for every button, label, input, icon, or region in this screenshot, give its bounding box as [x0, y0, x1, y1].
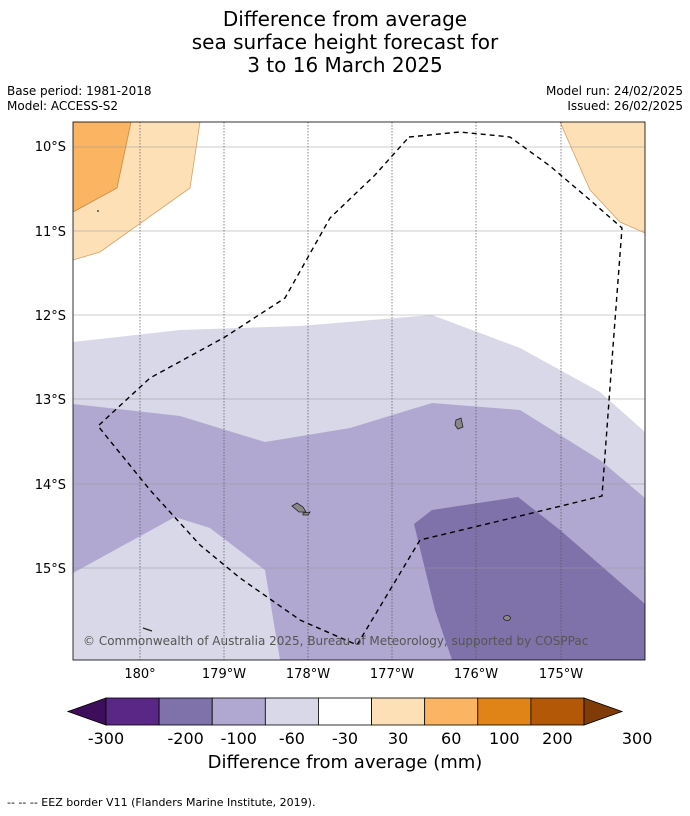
base-period: Base period: 1981-2018: [7, 84, 152, 98]
lon-label: 177°W: [370, 667, 414, 682]
island-shape: [503, 615, 511, 621]
gridlines: [73, 122, 645, 660]
lon-label: 178°W: [286, 667, 330, 682]
colorbar-tick-label: -30: [332, 729, 358, 748]
lat-label: 12°S: [35, 309, 66, 324]
plot-frame: [72, 121, 646, 661]
colorbar-segment: [477, 697, 532, 726]
chart-title: Difference from average sea surface heig…: [0, 8, 690, 77]
lon-label: 176°W: [454, 667, 498, 682]
anomaly-fill-minus200-minus100: [414, 497, 645, 660]
colorbar-tick-label: 200: [542, 729, 573, 748]
colorbar-segment: [371, 697, 426, 726]
colorbar-extend-high: [583, 697, 624, 726]
model-run: Model run: 24/02/2025: [545, 84, 683, 98]
model-name: Model: ACCESS-S2: [7, 99, 119, 113]
lat-label: 15°S: [35, 562, 66, 577]
lon-label: 180°: [124, 667, 155, 682]
island-shape: [291, 502, 307, 513]
islands: [97, 210, 511, 632]
lat-label: 10°S: [35, 140, 66, 155]
contour-line: [73, 122, 132, 213]
colorbar-segment: [264, 697, 319, 726]
colorbar-tick-label: -60: [279, 729, 305, 748]
title-line-3: 3 to 16 March 2025: [247, 53, 443, 77]
lon-label: 175°W: [539, 667, 583, 682]
eez-legend-note: -- -- -- EEZ border V11 (Flanders Marine…: [7, 796, 316, 809]
lat-label: 11°S: [35, 225, 66, 240]
eez-border: [97, 131, 623, 646]
anomaly-fill-60-100-topleft: [73, 122, 131, 212]
colorbar-extend-low: [66, 697, 107, 726]
colorbar-tick-label: -300: [88, 729, 124, 748]
colorbar-tick-label: 100: [489, 729, 520, 748]
colorbar-segment: [424, 697, 479, 726]
island-shape: [454, 417, 464, 430]
title-line-2: sea surface height forecast for: [191, 30, 499, 54]
meta-left: Base period: 1981-2018 Model: ACCESS-S2: [7, 84, 152, 114]
anomaly-fill-30-60-topright: [560, 122, 645, 233]
colorbar-tick-label: -200: [168, 729, 204, 748]
title-line-1: Difference from average: [222, 7, 468, 31]
island-shape: [302, 511, 311, 516]
lon-label: 179°W: [202, 667, 246, 682]
copyright-notice: © Commonwealth of Australia 2025, Bureau…: [83, 634, 588, 648]
colorbar-segment: [105, 697, 160, 726]
colorbar-tick-label: 60: [441, 729, 461, 748]
colorbar-tick-label: -100: [221, 729, 257, 748]
island-shape: [97, 210, 99, 212]
latitude-labels: 10°S 11°S 12°S 13°S 14°S 15°S: [35, 140, 66, 577]
lat-label: 14°S: [35, 478, 66, 493]
contour-line: [73, 122, 201, 261]
lat-label: 13°S: [35, 393, 66, 408]
longitude-labels: 180° 179°W 178°W 177°W 176°W 175°W: [124, 667, 583, 682]
colorbar-tick-label: 30: [388, 729, 408, 748]
colorbar-tick-label: 300: [622, 729, 653, 748]
colorbar-segment: [318, 697, 372, 726]
colorbar-segment: [158, 697, 213, 726]
island-shape: [142, 627, 153, 632]
colorbar-segment: [530, 697, 585, 726]
contour-line: [559, 122, 645, 234]
issued-date: Issued: 26/02/2025: [567, 99, 683, 113]
colorbar-segment: [211, 697, 266, 726]
meta-right: Model run: 24/02/2025 Issued: 26/02/2025: [546, 84, 683, 114]
colorbar-title: Difference from average (mm): [207, 752, 483, 773]
colorbar: -300 -200 -100 -60 -30 30 60 100 200 300: [66, 697, 653, 748]
anomaly-fields: [73, 122, 645, 660]
